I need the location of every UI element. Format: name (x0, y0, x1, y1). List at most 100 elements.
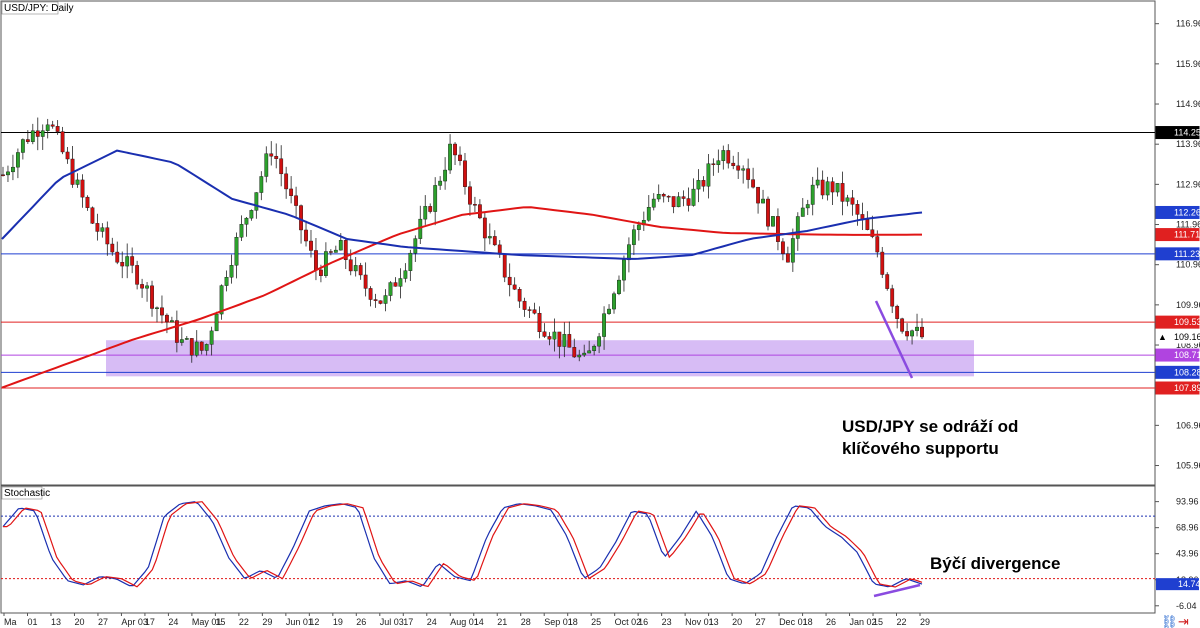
candle (40, 124, 45, 150)
candle-body (135, 265, 140, 285)
candle-body (274, 155, 279, 159)
candle (850, 189, 855, 216)
candle-body (423, 206, 428, 220)
candle (671, 196, 676, 214)
candle (289, 176, 294, 204)
price-tag-bg-0 (1155, 126, 1200, 140)
stochastic-label: Stochastic (4, 488, 50, 499)
candle-body (522, 300, 527, 310)
stochastic-label-bg (1, 486, 43, 500)
candle-body (587, 350, 592, 354)
candle (617, 275, 621, 296)
candle (25, 130, 30, 144)
candle-body (622, 259, 626, 281)
time-tick-label-27: 16 (638, 617, 648, 627)
candle-body (403, 270, 408, 279)
candle-body (820, 179, 825, 196)
candle-body (16, 152, 20, 168)
candle (651, 193, 656, 211)
time-tick-label-38: 22 (897, 617, 907, 627)
candle (160, 295, 164, 324)
candle-body (174, 320, 179, 343)
candle (631, 224, 636, 256)
time-tick-label-31: 20 (732, 617, 742, 627)
last-price-arrow-icon: ▲ (1158, 332, 1167, 342)
candle-body (438, 180, 443, 186)
candle-body (790, 238, 795, 263)
candle (11, 154, 15, 181)
candle-body (388, 282, 393, 296)
candle (145, 282, 149, 302)
candle-body (413, 238, 418, 254)
price-tag-3: 111.23 (1155, 247, 1200, 261)
candle-body (269, 153, 274, 157)
candle (577, 349, 582, 362)
stoch-tick-label-0: 93.96 (1176, 497, 1199, 507)
price-tag-bg-1 (1155, 205, 1200, 219)
candle-body (30, 130, 35, 142)
time-tick-label-2: 13 (51, 617, 61, 627)
candle (711, 158, 716, 176)
candle (636, 221, 641, 241)
link-icon[interactable]: ⛓ (1161, 614, 1178, 628)
candle-body (805, 204, 810, 209)
symbol-label-bg (1, 1, 59, 15)
candle-body (572, 347, 577, 358)
candle-body (165, 314, 169, 323)
candle (16, 148, 20, 179)
candle (701, 176, 706, 192)
candle-body (115, 251, 120, 263)
candle (363, 262, 368, 297)
price-tag-label-7: 108.28 (1174, 367, 1200, 377)
price-tag-label-6: 108.71 (1174, 350, 1200, 360)
candle (388, 281, 393, 302)
candle-body (850, 197, 855, 205)
candle (378, 300, 383, 305)
candle-body (219, 285, 224, 315)
price-tag-2: 111.71 (1155, 228, 1200, 242)
candle-body (696, 180, 701, 190)
candle-body (557, 331, 562, 347)
candle (6, 165, 10, 183)
candle (477, 199, 482, 220)
candle (353, 256, 358, 277)
time-tick-label-26: Oct 02 (615, 617, 642, 627)
candle-body (323, 251, 328, 276)
candle (527, 306, 532, 318)
candle-body (915, 326, 919, 331)
candle-body (50, 124, 55, 127)
candle (199, 341, 204, 355)
candle-body (80, 179, 85, 198)
arrow-right-icon[interactable]: ⇥ (1178, 614, 1189, 628)
candle (65, 147, 70, 164)
candle (130, 247, 135, 274)
candle (194, 330, 199, 358)
candle (204, 343, 209, 356)
candle-body (671, 196, 676, 208)
candle (542, 323, 547, 338)
time-tick-label-9: 15 (215, 617, 225, 627)
candle-body (294, 195, 298, 206)
candle-body (160, 307, 164, 316)
candle (403, 263, 408, 283)
candle-body (567, 334, 572, 348)
candle-body (537, 312, 542, 333)
candle-body (189, 338, 194, 356)
candle-body (373, 299, 378, 301)
candle (830, 177, 835, 206)
candle-body (532, 309, 537, 314)
annotation-line-2: klíčového supportu (842, 439, 999, 458)
candle (209, 326, 214, 356)
candle (482, 212, 487, 251)
price-tick-label-2: 114.96 (1176, 99, 1200, 109)
candle-body (343, 240, 348, 260)
candle (269, 141, 274, 166)
candle-body (582, 352, 587, 356)
price-divergence-line (874, 300, 914, 379)
candle (95, 213, 100, 241)
candle (885, 272, 890, 291)
candle-body (920, 326, 924, 338)
candle-body (150, 285, 154, 309)
candle (666, 195, 671, 203)
